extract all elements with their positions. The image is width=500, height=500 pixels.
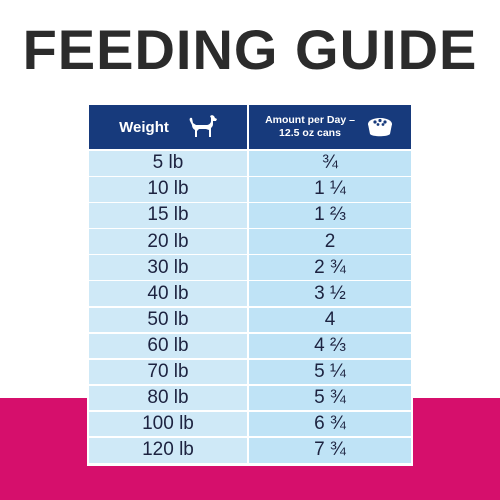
weight-cell: 70 lb bbox=[89, 359, 247, 385]
weight-cell: 20 lb bbox=[89, 229, 247, 254]
weight-header-label: Weight bbox=[119, 118, 169, 136]
table-row: 120 lb 7 ¾ bbox=[89, 438, 411, 463]
amount-cell: 7 ¾ bbox=[249, 438, 411, 463]
weight-cell: 100 lb bbox=[89, 411, 247, 437]
weight-cell: 80 lb bbox=[89, 385, 247, 411]
weight-cell: 40 lb bbox=[89, 281, 247, 306]
weight-cell: 50 lb bbox=[89, 307, 247, 333]
table-row: 10 lb 1 ¼ bbox=[89, 177, 411, 202]
feeding-table: Weight Amount per Day – 12.5 oz cans bbox=[87, 103, 413, 466]
weight-cell: 15 lb bbox=[89, 203, 247, 228]
amount-column-header: Amount per Day – 12.5 oz cans bbox=[249, 105, 411, 149]
table-row: 15 lb 1 ⅔ bbox=[89, 203, 411, 228]
amount-cell: ¾ bbox=[249, 151, 411, 176]
amount-cell: 6 ¾ bbox=[249, 411, 411, 437]
amount-cell: 4 ⅔ bbox=[249, 333, 411, 359]
table-row: 40 lb 3 ½ bbox=[89, 281, 411, 306]
table-row: 70 lb 5 ¼ bbox=[89, 359, 411, 385]
table-row: 30 lb 2 ¾ bbox=[89, 255, 411, 280]
table-header: Weight Amount per Day – 12.5 oz cans bbox=[89, 105, 411, 149]
table-row: 80 lb 5 ¾ bbox=[89, 385, 411, 411]
amount-cell: 1 ¼ bbox=[249, 177, 411, 202]
table-row: 5 lb ¾ bbox=[89, 151, 411, 176]
dog-icon bbox=[187, 115, 217, 139]
amount-cell: 5 ¼ bbox=[249, 359, 411, 385]
page-title: FEEDING GUIDE bbox=[22, 18, 478, 81]
amount-cell: 5 ¾ bbox=[249, 385, 411, 411]
table-body: 5 lb ¾ 10 lb 1 ¼ 15 lb 1 ⅔ 20 lb 2 30 lb… bbox=[89, 151, 411, 463]
amount-cell: 2 ¾ bbox=[249, 255, 411, 280]
weight-cell: 10 lb bbox=[89, 177, 247, 202]
amount-cell: 1 ⅔ bbox=[249, 203, 411, 228]
weight-cell: 60 lb bbox=[89, 333, 247, 359]
food-bowl-icon bbox=[365, 116, 395, 138]
amount-header-line2: 12.5 oz cans bbox=[279, 127, 341, 139]
weight-cell: 5 lb bbox=[89, 151, 247, 176]
table-row: 60 lb 4 ⅔ bbox=[89, 333, 411, 359]
weight-column-header: Weight bbox=[89, 105, 249, 149]
table-row: 20 lb 2 bbox=[89, 229, 411, 254]
weight-cell: 30 lb bbox=[89, 255, 247, 280]
amount-cell: 3 ½ bbox=[249, 281, 411, 306]
amount-cell: 4 bbox=[249, 307, 411, 333]
table-row: 50 lb 4 bbox=[89, 307, 411, 333]
table-row: 100 lb 6 ¾ bbox=[89, 411, 411, 437]
amount-cell: 2 bbox=[249, 229, 411, 254]
amount-header-label: Amount per Day – 12.5 oz cans bbox=[265, 114, 355, 140]
amount-header-line1: Amount per Day – bbox=[265, 114, 355, 126]
weight-cell: 120 lb bbox=[89, 438, 247, 463]
